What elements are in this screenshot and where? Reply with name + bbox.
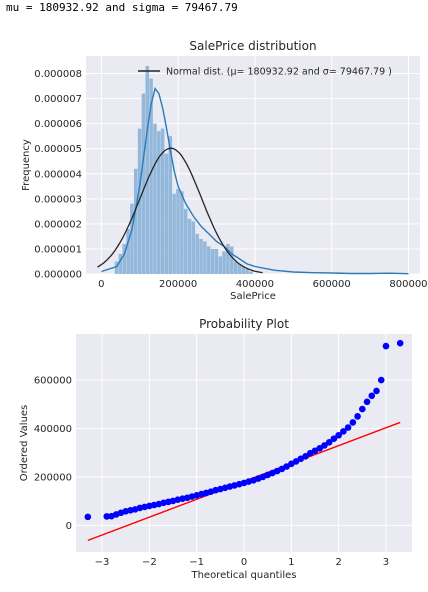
x-axis-label: Theoretical quantiles	[190, 570, 296, 581]
legend-label: Normal dist. (μ= 180932.92 and σ= 79467.…	[166, 67, 392, 78]
histogram-bar	[134, 169, 138, 274]
data-point	[350, 419, 357, 426]
y-tick-label: 0.000005	[34, 144, 82, 155]
y-tick-label: 0.000000	[34, 270, 82, 281]
y-tick-label: 0.000001	[34, 244, 82, 255]
data-point	[85, 514, 92, 521]
x-tick-label: 800000	[389, 279, 427, 290]
data-point	[345, 424, 352, 431]
y-tick-labels: 0 200000 400000 600000	[34, 376, 72, 532]
y-tick-label: 0.000002	[34, 219, 82, 230]
histogram-bar	[165, 154, 169, 274]
data-point	[359, 406, 366, 413]
saleprice-distribution-chart: 0 200000 400000 600000 800000 0.0000000.0000…	[21, 39, 428, 302]
data-point	[364, 399, 371, 406]
y-tick-label: 600000	[34, 376, 72, 387]
x-tick-label: 0	[241, 557, 247, 568]
data-point	[397, 340, 404, 347]
y-tick-labels: 0.000000 0.000001 0.000002 0.000003 0.000004…	[34, 69, 82, 280]
x-tick-labels: −3 −2 −1 0 1 2 3	[95, 557, 390, 568]
histogram-bar	[234, 261, 238, 274]
x-tick-label: −1	[189, 557, 204, 568]
probability-plot-chart: −3 −2 −1 0 1 2 3 0 200000 400000 600000 Probabili…	[19, 317, 412, 581]
histogram-bar	[195, 234, 199, 274]
x-tick-label: −2	[142, 557, 157, 568]
histogram-bar	[180, 191, 184, 274]
y-tick-label: 200000	[34, 472, 72, 483]
y-tick-label: 0	[66, 521, 72, 532]
histogram-bar	[153, 124, 157, 274]
x-tick-label: 0	[98, 279, 104, 290]
histogram-bar	[192, 221, 196, 274]
histogram-bar	[215, 249, 219, 274]
y-tick-label: 0.000007	[34, 94, 82, 105]
y-tick-label: 0.000004	[34, 169, 82, 180]
histogram-bar	[119, 254, 123, 274]
x-tick-label: 600000	[313, 279, 351, 290]
histogram-bar	[211, 249, 215, 274]
histogram-bar	[218, 256, 222, 274]
y-tick-label: 0.000008	[34, 69, 82, 80]
y-tick-label: 0.000003	[34, 194, 82, 205]
histogram-bar	[188, 219, 192, 274]
histogram-bar	[199, 239, 203, 274]
chart-title: SalePrice distribution	[189, 39, 316, 53]
histogram-bar	[115, 261, 119, 274]
x-axis-label: SalePrice	[230, 291, 276, 302]
histogram-bar	[207, 246, 211, 274]
y-tick-label: 0.000006	[34, 119, 82, 130]
x-tick-label: 200000	[159, 279, 197, 290]
chart-title: Probability Plot	[199, 317, 289, 331]
x-tick-label: 3	[383, 557, 389, 568]
histogram-bar	[203, 241, 207, 274]
histogram-bar	[245, 269, 249, 274]
y-axis-label: Frequency	[21, 139, 32, 191]
histogram-bar	[176, 189, 180, 274]
x-tick-label: 1	[288, 557, 294, 568]
y-tick-label: 400000	[34, 424, 72, 435]
histogram-bar	[222, 251, 226, 274]
histogram-bar	[172, 194, 176, 274]
y-axis-label: Ordered Values	[19, 405, 30, 482]
histogram-bar	[157, 131, 161, 274]
histogram-bar	[184, 209, 188, 274]
data-point	[383, 343, 390, 350]
histogram-bar	[161, 129, 165, 274]
x-tick-label: −3	[95, 557, 110, 568]
x-tick-label: 400000	[236, 279, 274, 290]
x-tick-labels: 0 200000 400000 600000 800000	[98, 279, 427, 290]
histogram-bar	[146, 66, 150, 274]
data-point	[373, 388, 380, 395]
histogram-bar	[230, 246, 234, 274]
data-point	[368, 392, 375, 399]
histogram-bar	[249, 271, 253, 274]
histogram-bar	[142, 94, 146, 274]
data-point	[378, 377, 385, 384]
x-tick-label: 2	[335, 557, 341, 568]
data-point	[354, 413, 361, 420]
legend: Normal dist. (μ= 180932.92 and σ= 79467.…	[138, 67, 392, 78]
